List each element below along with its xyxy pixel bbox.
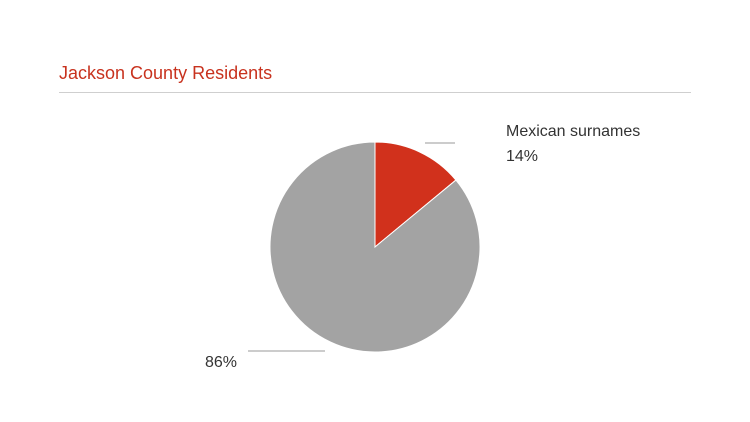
slice-value-label-0: 14% [506,148,538,165]
pie-slice-0 [374,141,457,249]
chart-title: Jackson County Residents [59,63,273,83]
pie-slice-1 [269,141,481,353]
slice-labels: Mexican surnames 14% 86% [205,123,640,371]
leader-lines [248,142,455,352]
pie-slices [269,141,481,353]
slice-value-label-1: 86% [205,354,237,371]
slice-name-label-0: Mexican surnames [506,123,640,140]
title-divider [59,92,691,93]
